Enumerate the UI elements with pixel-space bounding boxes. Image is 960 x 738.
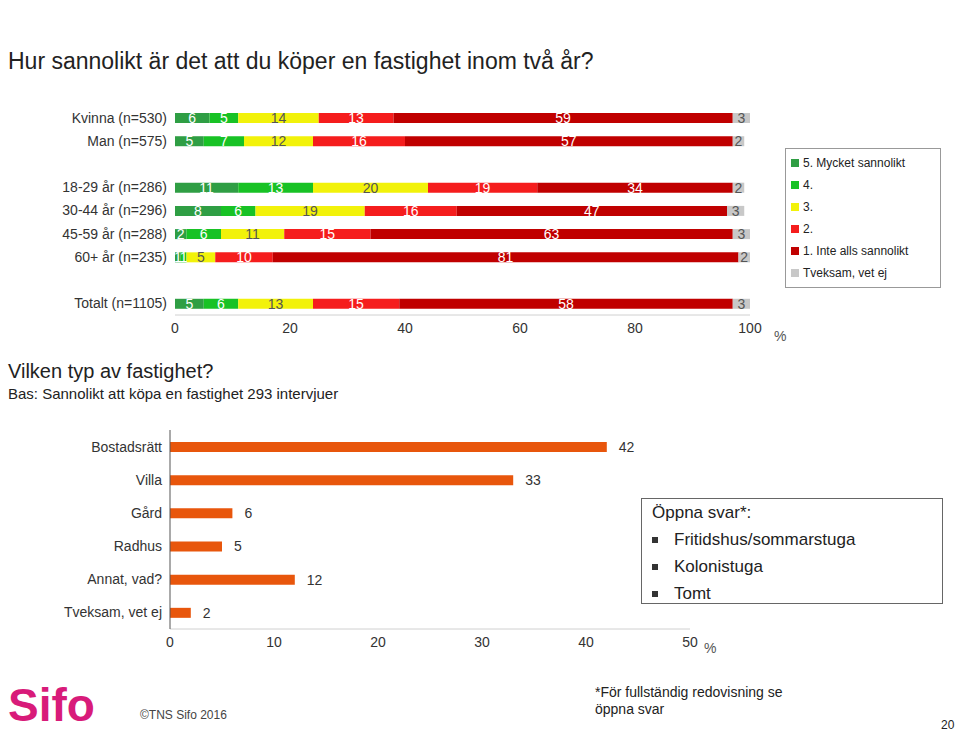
svg-text:81: 81: [498, 249, 514, 265]
html-text:3.: 3.: [803, 200, 813, 214]
svg-text:Totalt (n=1105): Totalt (n=1105): [74, 295, 167, 311]
html-text:©TNS Sifo 2016: ©TNS Sifo 2016: [140, 708, 227, 722]
svg-text:63: 63: [544, 226, 560, 242]
svg-text:Gård: Gård: [131, 505, 162, 521]
html-text:4.: 4.: [803, 178, 813, 192]
svg-text:13: 13: [268, 180, 284, 196]
svg-text:11: 11: [199, 180, 214, 196]
svg-text:57: 57: [561, 133, 577, 149]
svg-text:3: 3: [737, 110, 745, 126]
html-text:Tveksam, vet ej: Tveksam, vet ej: [803, 266, 887, 280]
html-text:20: 20: [941, 718, 955, 732]
svg-text:19: 19: [302, 203, 318, 219]
svg-text:30: 30: [474, 634, 490, 650]
svg-text:2: 2: [203, 605, 211, 621]
svg-text:2: 2: [177, 226, 185, 242]
svg-text:5: 5: [185, 133, 193, 149]
svg-text:6: 6: [244, 505, 252, 521]
html-text:Hur sannolikt är det att du kö: Hur sannolikt är det att du köper en fas…: [8, 48, 594, 74]
svg-text:Annat, vad?: Annat, vad?: [87, 571, 162, 587]
svg-text:7: 7: [220, 133, 228, 149]
svg-text:Villa: Villa: [136, 472, 162, 488]
svg-text:1: 1: [174, 249, 182, 266]
svg-text:8: 8: [194, 203, 202, 219]
html-text:Tomt: Tomt: [674, 583, 711, 603]
svg-text:30-44 år (n=296): 30-44 år (n=296): [62, 202, 167, 218]
svg-text:14: 14: [271, 110, 287, 126]
svg-text:20: 20: [370, 634, 386, 650]
svg-text:40: 40: [578, 634, 594, 650]
html-text:5. Mycket sannolikt: 5. Mycket sannolikt: [803, 156, 905, 170]
svg-text:0: 0: [171, 320, 179, 336]
svg-text:5: 5: [197, 249, 205, 265]
svg-text:11: 11: [245, 226, 260, 242]
svg-text:60: 60: [512, 320, 528, 336]
html-text:2.: 2.: [803, 222, 813, 236]
svg-text:5: 5: [185, 296, 193, 312]
svg-text:2: 2: [735, 180, 743, 196]
svg-text:Kvinna (n=530): Kvinna (n=530): [72, 110, 167, 126]
html-text:Fritidshus/sommarstuga: Fritidshus/sommarstuga: [674, 529, 856, 549]
html-text:Kolonistuga: Kolonistuga: [674, 556, 763, 576]
svg-text:13: 13: [268, 296, 284, 312]
svg-text:42: 42: [619, 439, 635, 455]
svg-text:10: 10: [266, 634, 282, 650]
svg-text:3: 3: [732, 203, 740, 219]
svg-text:34: 34: [627, 180, 643, 196]
svg-text:3: 3: [737, 296, 745, 312]
svg-text:6: 6: [234, 203, 242, 219]
svg-text:6: 6: [188, 110, 196, 126]
svg-text:20: 20: [282, 320, 298, 336]
svg-text:16: 16: [351, 133, 367, 149]
svg-text:10: 10: [236, 249, 252, 265]
svg-text:45-59 år (n=288): 45-59 år (n=288): [62, 226, 167, 242]
svg-text:47: 47: [584, 203, 600, 219]
html-text:Sifo: Sifo: [8, 679, 95, 731]
svg-text:13: 13: [348, 110, 364, 126]
svg-text:20: 20: [363, 180, 379, 196]
svg-text:18-29 år (n=286): 18-29 år (n=286): [62, 179, 167, 195]
svg-text:1: 1: [180, 249, 188, 265]
svg-text:2: 2: [735, 133, 743, 149]
svg-text:33: 33: [525, 472, 541, 488]
svg-text:16: 16: [403, 203, 419, 219]
svg-text:6: 6: [200, 226, 208, 242]
svg-text:Man (n=575): Man (n=575): [87, 133, 167, 149]
html-text:Öppna svar*:: Öppna svar*:: [652, 503, 752, 522]
svg-text:60+ år (n=235): 60+ år (n=235): [74, 249, 167, 265]
svg-text:100: 100: [738, 320, 762, 336]
svg-text:12: 12: [271, 133, 287, 149]
svg-text:15: 15: [320, 226, 336, 242]
svg-text:Radhus: Radhus: [114, 538, 162, 554]
svg-text:Bostadsrätt: Bostadsrätt: [91, 439, 162, 455]
svg-text:80: 80: [627, 320, 643, 336]
html-text:Vilken typ av fastighet?: Vilken typ av fastighet?: [8, 360, 214, 382]
svg-text:Tveksam, vet ej: Tveksam, vet ej: [64, 604, 162, 620]
svg-text:40: 40: [397, 320, 413, 336]
svg-text:58: 58: [558, 296, 574, 312]
html-text:*För fullständig redovisning s: *För fullständig redovisning se öppna sv…: [595, 684, 783, 717]
svg-text:5: 5: [234, 538, 242, 554]
svg-text:0: 0: [166, 634, 174, 650]
html-text:1. Inte alls sannolikt: 1. Inte alls sannolikt: [803, 244, 909, 258]
svg-text:2: 2: [740, 249, 748, 265]
svg-text:6: 6: [217, 296, 225, 312]
svg-text:59: 59: [555, 110, 571, 126]
svg-text:12: 12: [307, 572, 323, 588]
svg-text:15: 15: [348, 296, 364, 312]
svg-text:5: 5: [220, 110, 228, 126]
html-text:Bas: Sannolikt att köpa en fas: Bas: Sannolikt att köpa en fastighet 293…: [8, 385, 339, 402]
svg-text:19: 19: [475, 180, 491, 196]
svg-text:50: 50: [682, 634, 698, 650]
svg-text:3: 3: [737, 226, 745, 242]
